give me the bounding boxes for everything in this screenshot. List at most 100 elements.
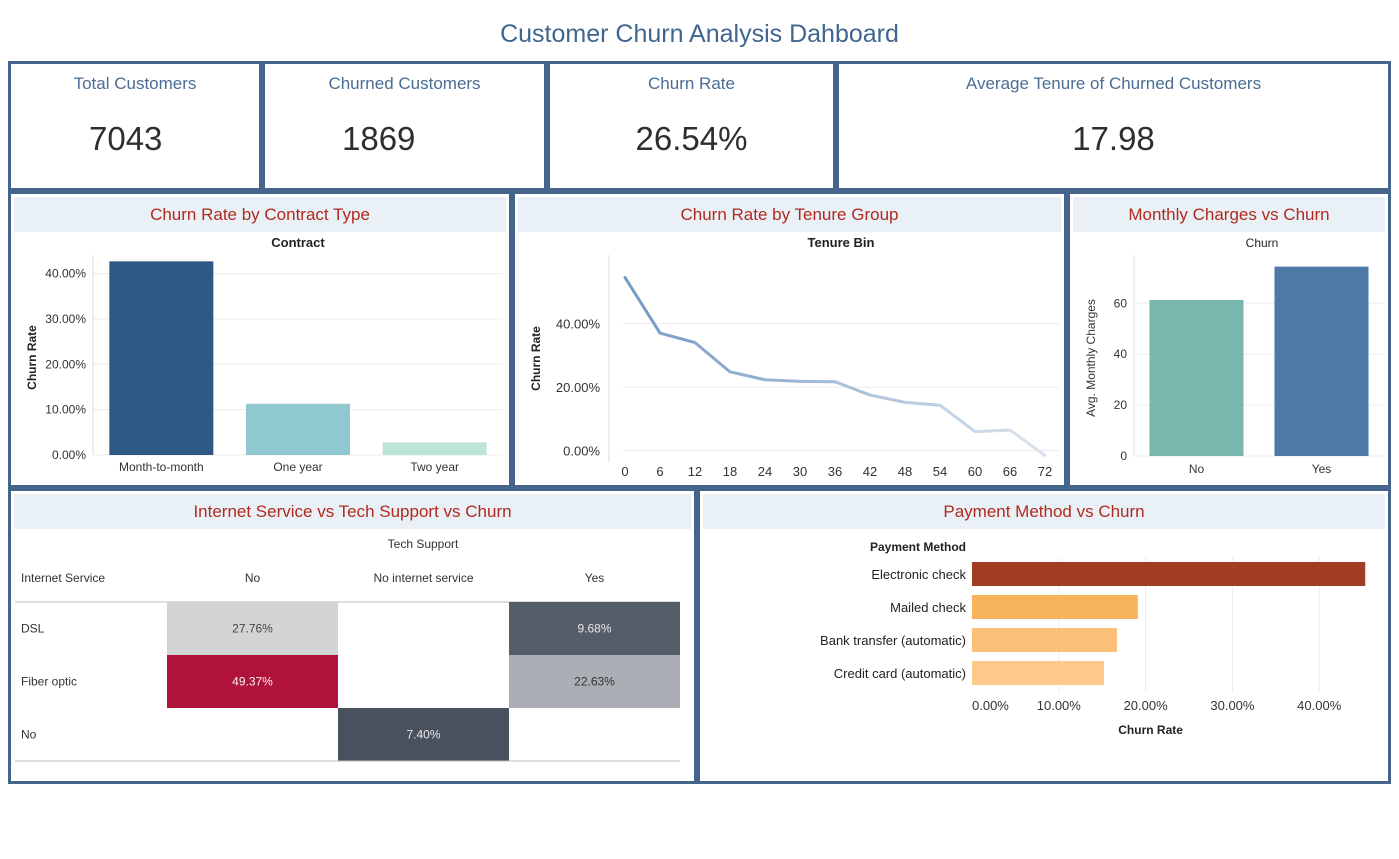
x-axis-label: Churn Rate — [1118, 723, 1183, 737]
y-tick-label: 20.00% — [45, 357, 86, 371]
x-tick-label: 20.00% — [1124, 698, 1169, 713]
cell-value: 49.37% — [232, 675, 273, 689]
heatmap-cell — [509, 602, 680, 655]
kpi-value: 17.98 — [1072, 120, 1155, 157]
x-tick-label: 42 — [863, 464, 877, 479]
y-tick-label: 0.00% — [563, 444, 600, 459]
x-tick-label: 30.00% — [1210, 698, 1255, 713]
payment-method-chart: Payment Method 0.00% 10.00% 20.00% 30.00% 40.… — [820, 540, 1366, 737]
x-tick-label: 0 — [621, 464, 628, 479]
y-tick-label: 20.00% — [556, 380, 601, 395]
x-tick-label: One year — [273, 460, 322, 474]
x-tick-label: 40.00% — [1297, 698, 1342, 713]
heatmap-cell — [167, 655, 338, 708]
x-tick-label: 10.00% — [1037, 698, 1082, 713]
y-axis-label: Churn Rate — [25, 325, 39, 390]
cell-value: 7.40% — [406, 728, 440, 742]
x-tick-label: Two year — [410, 460, 459, 474]
heatmap-cell — [167, 602, 338, 655]
kpi-value: 26.54% — [635, 120, 748, 157]
y-tick-label: 10.00% — [45, 403, 86, 417]
column-header: No internet service — [373, 571, 473, 585]
kpi-churned-customers: Churned Customers 1869 — [262, 61, 547, 191]
category-label: Mailed check — [890, 600, 966, 615]
line-segment — [1008, 428, 1047, 457]
heatmap-cell — [509, 655, 680, 708]
line-segment — [833, 380, 872, 397]
bar — [246, 403, 350, 455]
chart-title: Churn Rate by Contract Type — [14, 197, 506, 232]
y-axis-label: Avg. Monthly Charges — [1084, 299, 1098, 417]
column-group-label: Tech Support — [388, 537, 459, 551]
x-tick-label: 30 — [793, 464, 807, 479]
line-segment — [623, 275, 662, 335]
line-segment — [973, 428, 1012, 434]
category-label: Credit card (automatic) — [834, 666, 966, 681]
category-header: Payment Method — [870, 540, 966, 554]
x-tick-label: Month-to-month — [119, 460, 204, 474]
chart-title: Payment Method vs Churn — [703, 494, 1385, 529]
bar — [1149, 299, 1244, 456]
chart-subtitle: Tenure Bin — [808, 235, 875, 250]
x-tick-label: 48 — [898, 464, 912, 479]
y-tick-label: 60 — [1114, 296, 1128, 310]
kpi-label: Churn Rate — [648, 74, 735, 93]
x-tick-label: 6 — [656, 464, 663, 479]
kpi-label: Average Tenure of Churned Customers — [965, 74, 1262, 93]
x-tick-label: 24 — [758, 464, 772, 479]
dashboard-title: Customer Churn Analysis Dahboard — [500, 20, 899, 48]
bar — [972, 628, 1117, 652]
bar — [1274, 266, 1369, 456]
y-tick-label: 30.00% — [45, 312, 86, 326]
chart-title: Monthly Charges vs Churn — [1073, 197, 1385, 232]
internet-tech-heatmap: Tech Support Internet Service No No interne… — [15, 537, 680, 762]
contract-chart: Contract Churn Rate 0.00% 10.00% 20.00% 30.00… — [25, 235, 503, 474]
y-tick-label: 20 — [1114, 398, 1128, 412]
column-header: No — [245, 571, 261, 585]
monthly-chart-panel: Monthly Charges vs Churn Churn Avg. Month… — [1067, 191, 1391, 488]
column-header: Yes — [585, 571, 605, 585]
y-tick-label: 0 — [1120, 449, 1127, 463]
x-tick-label: 12 — [688, 464, 702, 479]
x-tick-label: 0.00% — [972, 698, 1009, 713]
chart-title: Churn Rate by Tenure Group — [518, 197, 1061, 232]
category-label: Bank transfer (automatic) — [820, 633, 966, 648]
line-segment — [903, 400, 942, 407]
bar — [109, 261, 214, 455]
cell-value: 9.68% — [577, 622, 611, 636]
x-tick-label: 66 — [1003, 464, 1017, 479]
row-label: Fiber optic — [21, 675, 77, 689]
cell-value: 22.63% — [574, 675, 615, 689]
row-label: No — [21, 728, 37, 742]
kpi-value: 1869 — [342, 120, 416, 157]
kpi-total-customers: Total Customers 7043 — [8, 61, 262, 191]
line-segment — [763, 378, 802, 383]
bar — [972, 595, 1138, 619]
row-header-label: Internet Service — [21, 571, 105, 585]
x-tick-label: 18 — [723, 464, 737, 479]
category-label: Electronic check — [871, 567, 966, 582]
line-segment — [658, 331, 697, 345]
line-segment — [693, 341, 732, 374]
internet-tech-panel: Internet Service vs Tech Support vs Chur… — [8, 488, 697, 784]
kpi-label: Churned Customers — [328, 74, 481, 93]
bar — [972, 562, 1366, 586]
kpi-label: Total Customers — [73, 74, 197, 93]
row-label: DSL — [21, 622, 45, 636]
cell-value: 27.76% — [232, 622, 273, 636]
line-segment — [728, 370, 767, 382]
x-tick-label: 54 — [933, 464, 947, 479]
x-tick-label: No — [1189, 462, 1205, 476]
line-segment — [938, 403, 977, 434]
contract-chart-panel: Churn Rate by Contract Type Contract Chur… — [8, 191, 512, 488]
y-tick-label: 40.00% — [45, 267, 86, 281]
kpi-churn-rate: Churn Rate 26.54% — [547, 61, 836, 191]
bar — [382, 442, 487, 455]
bar — [972, 661, 1104, 685]
x-tick-label: 60 — [968, 464, 982, 479]
kpi-avg-tenure: Average Tenure of Churned Customers 17.9… — [836, 61, 1391, 191]
y-tick-label: 40.00% — [556, 317, 601, 332]
payment-chart-panel: Payment Method vs Churn Payment Method 0.… — [697, 488, 1391, 784]
chart-title: Internet Service vs Tech Support vs Chur… — [14, 494, 691, 529]
x-tick-label: 36 — [828, 464, 842, 479]
